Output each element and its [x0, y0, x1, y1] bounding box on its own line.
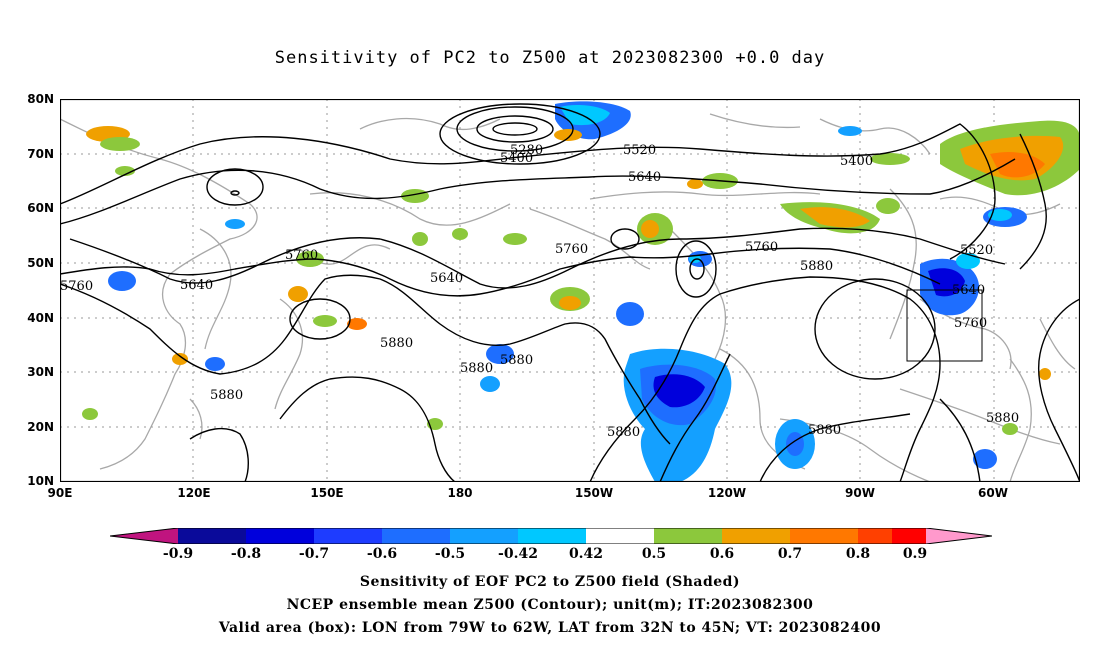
contour-label: 5880 — [460, 361, 493, 376]
map-panel: 5280 5400 5520 5640 5400 5640 5760 5760 … — [60, 99, 1080, 482]
contour-label: 5520 — [623, 143, 656, 158]
lon-tick-label: 120E — [177, 486, 211, 500]
contour-label: 5880 — [808, 423, 841, 438]
lon-tick-label: 150W — [574, 486, 614, 500]
lon-tick-label: 90E — [47, 486, 73, 500]
lat-tick-label: 80N — [27, 92, 54, 106]
colorbar-swatch — [314, 528, 382, 544]
contour-label: 5760 — [745, 240, 778, 255]
colorbar-swatch — [518, 528, 586, 544]
map-title: Sensitivity of PC2 to Z500 at 2023082300… — [274, 48, 826, 68]
lat-tick-label: 70N — [27, 147, 54, 161]
contour-label: 5640 — [952, 283, 985, 298]
contour-label: 5880 — [380, 336, 413, 351]
colorbar-label: -0.5 — [434, 546, 466, 562]
contour-label: 5760 — [60, 279, 93, 294]
colorbar-swatch — [110, 528, 178, 544]
lon-tick-label: 60W — [978, 486, 1008, 500]
lat-tick-label: 20N — [27, 420, 54, 434]
contour-label: 5400 — [500, 151, 533, 166]
colorbar-label: 0.8 — [845, 546, 871, 562]
colorbar-swatch — [178, 528, 246, 544]
contour-label: 5640 — [180, 278, 213, 293]
contour-label: 5280 — [510, 143, 543, 158]
colorbar-svg — [110, 528, 992, 544]
colorbar-swatch — [246, 528, 314, 544]
lon-tick-label: 120W — [707, 486, 747, 500]
contour-label: 5880 — [500, 353, 533, 368]
lat-tick-label: 50N — [27, 256, 54, 270]
colorbar-label: 0.5 — [641, 546, 667, 562]
colorbar-swatch — [892, 528, 926, 544]
contour-label: 5880 — [607, 425, 640, 440]
map-frame — [60, 99, 1080, 482]
contour-label: 5760 — [285, 248, 318, 263]
colorbar-swatch — [654, 528, 722, 544]
contour-label: 5400 — [840, 154, 873, 169]
colorbar-label: 0.6 — [709, 546, 735, 562]
colorbar-label: 0.42 — [568, 546, 604, 562]
colorbar-label: -0.6 — [366, 546, 398, 562]
colorbar-swatch — [790, 528, 858, 544]
lat-tick-label: 10N — [27, 474, 54, 488]
colorbar-swatch — [722, 528, 790, 544]
contour-label: 5520 — [960, 243, 993, 258]
contour-label: 5760 — [555, 242, 588, 257]
caption-line-1: Sensitivity of EOF PC2 to Z500 field (Sh… — [359, 574, 741, 590]
valid-area-box — [906, 289, 983, 362]
lon-tick-label: 90W — [845, 486, 875, 500]
colorbar-swatch — [382, 528, 450, 544]
contour-label: 5880 — [986, 411, 1019, 426]
colorbar-swatch — [450, 528, 518, 544]
contour-label: 5880 — [800, 259, 833, 274]
lat-tick-label: 60N — [27, 201, 54, 215]
colorbar-swatch — [586, 528, 654, 544]
colorbar-label: -0.8 — [230, 546, 262, 562]
z500-contours — [60, 103, 1080, 482]
lat-tick-label: 40N — [27, 311, 54, 325]
contour-label-group: 5280 5400 5520 5640 5400 5640 5760 5760 … — [60, 143, 1019, 440]
colorbar-label: -0.42 — [498, 546, 538, 562]
colorbar-label: 0.7 — [777, 546, 803, 562]
contour-label: 5760 — [954, 316, 987, 331]
lon-tick-label: 180 — [447, 486, 473, 500]
contour-label: 5880 — [210, 388, 243, 403]
caption-line-2: NCEP ensemble mean Z500 (Contour); unit(… — [286, 597, 814, 613]
colorbar-label: -0.9 — [162, 546, 194, 562]
colorbar-swatch — [858, 528, 892, 544]
lon-tick-label: 150E — [310, 486, 344, 500]
sensitivity-shading — [82, 101, 1080, 482]
colorbar-label: 0.9 — [902, 546, 928, 562]
caption-line-3: Valid area (box): LON from 79W to 62W, L… — [218, 620, 882, 636]
contour-label: 5640 — [430, 271, 463, 286]
map-svg: 5280 5400 5520 5640 5400 5640 5760 5760 … — [60, 99, 1080, 482]
colorbar-swatch — [926, 528, 992, 544]
contour-label: 5640 — [628, 170, 661, 185]
lat-tick-label: 30N — [27, 365, 54, 379]
colorbar — [110, 528, 992, 544]
colorbar-label: -0.7 — [298, 546, 330, 562]
